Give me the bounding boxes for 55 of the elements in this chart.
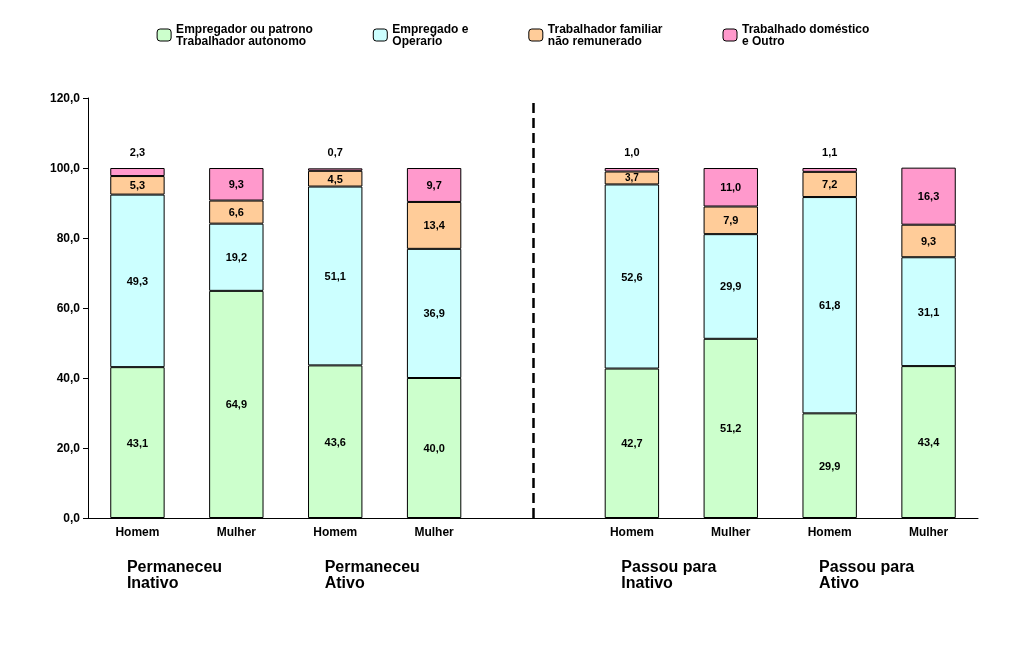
data-label: 3,7 [624,172,640,184]
x-tick-label: Homem [609,525,654,539]
data-label: 51,1 [324,269,346,282]
data-label: 31,1 [917,305,940,318]
data-label: 13,4 [423,219,446,232]
y-tick-label: 120,0 [49,91,81,105]
data-label: 6,6 [228,206,244,219]
data-label: 64,9 [225,398,248,411]
y-tick-label: 20,0 [56,441,81,455]
data-label: 51,2 [720,422,742,435]
data-label: 4,5 [327,172,343,185]
y-tick-label: 0,0 [63,511,81,525]
x-tick-label: Homem [313,525,358,539]
data-label: 1,0 [624,146,640,158]
data-label: 7,9 [723,214,739,227]
x-tick-label: Mulher [711,525,751,539]
data-label: 49,3 [126,274,149,287]
data-label: 1,1 [822,146,838,158]
data-label: 36,9 [423,307,445,320]
data-label: 11,0 [720,181,742,194]
data-label: 19,2 [225,251,248,264]
y-tick-label: 80,0 [56,231,81,245]
x-tick-label: Homem [115,525,160,539]
data-label: 29,9 [818,459,841,472]
data-label: 42,7 [621,437,643,450]
data-label: 43,1 [126,436,149,449]
data-label: 61,8 [818,299,841,312]
text: Passou para Inativo [621,557,717,591]
y-tick-label: 40,0 [56,371,81,385]
y-tick-label: 100,0 [49,161,81,175]
data-label: 43,4 [917,436,941,449]
x-tick-label: Mulher [908,525,949,539]
data-label: 7,2 [822,178,838,191]
data-label: 52,6 [621,270,643,283]
y-tick-label: 60,0 [56,301,81,315]
data-label: 5,3 [129,179,146,192]
text: Passou para Ativo [819,557,915,591]
data-label: 2,3 [129,146,146,158]
text: Permaneceu Ativo [324,557,420,591]
data-label: 9,3 [228,178,244,191]
legend-label: Trabalhado doméstico e Outro [742,22,870,48]
legend-label: Trabalhador familiar não remunerado [547,22,663,48]
text: Permaneceu Inativo [126,557,223,591]
x-tick-label: Mulher [216,525,257,539]
data-label: 9,7 [426,178,442,191]
data-label: 16,3 [917,190,940,203]
data-label: 43,6 [324,435,346,448]
data-label: 9,3 [920,234,937,247]
data-label: 40,0 [423,442,445,454]
x-tick-label: Homem [807,525,852,539]
data-label: 0,7 [327,146,343,159]
legend-label: Empregado e Operario [392,22,469,48]
x-tick-label: Mulher [414,525,455,539]
legend-label: Empregador ou patrono Trabalhador autonomo [176,22,313,48]
data-label: 29,9 [720,280,742,293]
